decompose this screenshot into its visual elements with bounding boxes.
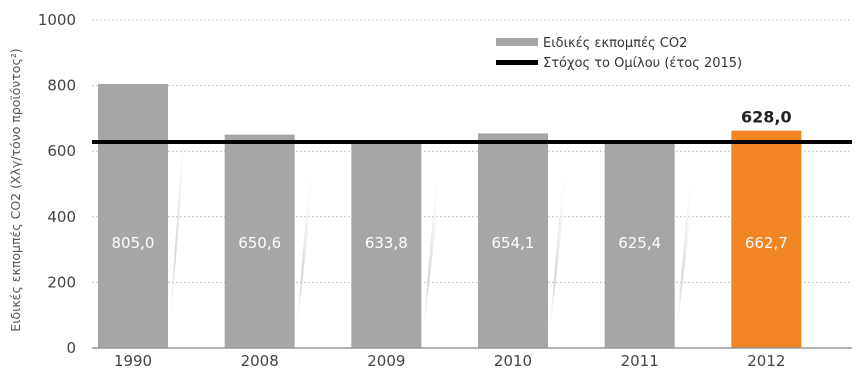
target-value-label: 628,0 [741,108,792,127]
bar-value-label: 662,7 [745,234,788,252]
y-axis-label: Ειδικές εκπομπές CO2 (Χλγ/τόνο προϊόντος… [8,48,23,331]
bar-value-label: 654,1 [492,234,535,252]
legend: Ειδικές εκπομπές CO2 Στόχος το Ομίλου (έ… [496,36,742,71]
bar-2012 [731,130,802,348]
axes: 0 200 400 600 800 1000 1990 2008 2009 2010 2011 201… [38,11,852,370]
y-tick-label: 1000 [38,11,76,29]
legend-label-bar: Ειδικές εκπομπές CO2 [543,36,687,51]
bar-shadow [421,146,440,348]
x-tick-label: 2009 [367,352,405,370]
bar-value-label: 650,6 [238,234,281,252]
bars: 805,0 650,6 633,8 654,1 625,4 662,7 [98,83,802,349]
y-tick-label: 600 [47,142,76,160]
bar-shadow [548,139,566,348]
y-tick-label: 200 [47,273,76,291]
x-tick-label: 2008 [241,352,279,370]
x-tick-label: 2011 [621,352,659,370]
bar-shadow [294,140,313,348]
bar-1990 [98,83,168,349]
y-tick-label: 400 [47,208,76,226]
bar-2009 [351,140,422,348]
x-tick-label: 2012 [747,352,785,370]
target-line-group: 628,0 [92,108,852,145]
bar-shadow [168,89,186,349]
legend-swatch-target [496,60,538,65]
bar-2010 [478,133,548,348]
grid-lines [92,19,852,283]
bar-value-label: 805,0 [112,234,155,252]
bar-2008 [224,134,295,348]
bar-shadows [168,89,693,349]
bar-2011 [604,142,675,348]
legend-swatch-bar [496,38,538,46]
x-tick-label: 2010 [494,352,532,370]
y-tick-label: 0 [66,339,76,357]
y-tick-label: 800 [47,77,76,95]
bar-shadow [674,148,693,348]
bar-value-label: 633,8 [365,234,408,252]
legend-label-target: Στόχος το Ομίλου (έτος 2015) [543,56,742,71]
bar-value-label: 625,4 [618,234,661,252]
x-tick-label: 1990 [114,352,152,370]
